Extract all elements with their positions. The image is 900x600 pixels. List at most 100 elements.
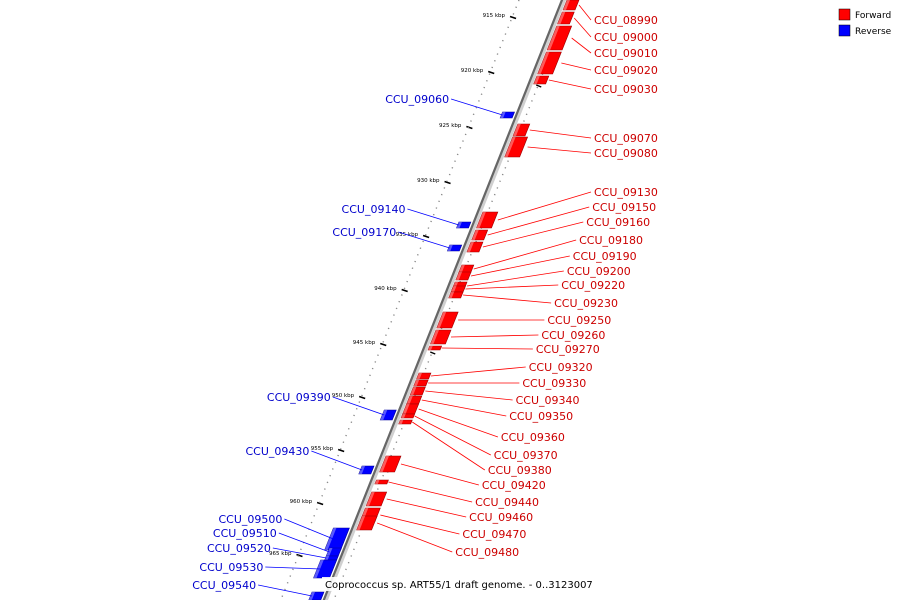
forward-gene-label[interactable]: CCU_09190 — [573, 250, 637, 263]
forward-gene-label[interactable]: CCU_09150 — [592, 201, 656, 214]
forward-gene-label[interactable]: CCU_09380 — [488, 464, 552, 477]
forward-gene[interactable] — [413, 379, 429, 387]
reverse-gene-label[interactable]: CCU_09140 — [342, 203, 406, 216]
forward-gene[interactable] — [379, 455, 402, 473]
forward-gene-label[interactable]: CCU_09200 — [567, 265, 631, 278]
forward-gene-label[interactable]: CCU_09470 — [462, 528, 526, 541]
forward-leader — [548, 79, 592, 90]
forward-gene[interactable] — [504, 136, 529, 158]
forward-leader — [466, 270, 564, 287]
reverse-gene[interactable] — [499, 111, 515, 119]
forward-gene[interactable] — [427, 345, 443, 351]
forward-gene-label[interactable]: CCU_09330 — [522, 377, 586, 390]
forward-leader — [380, 514, 460, 535]
forward-gene-label[interactable]: CCU_09230 — [554, 297, 618, 310]
tick-label: 960 kbp — [290, 499, 313, 505]
reverse-gene-label[interactable]: CCU_09060 — [385, 93, 449, 106]
forward-gene[interactable] — [398, 419, 413, 425]
forward-leader — [573, 17, 592, 38]
reverse-gene-label[interactable]: CCU_09430 — [245, 445, 309, 458]
forward-gene-label[interactable]: CCU_09440 — [475, 496, 539, 509]
forward-gene[interactable] — [448, 291, 464, 299]
reverse-leader — [284, 518, 334, 540]
backbone-line — [322, 0, 564, 600]
tick-label: 915 kbp — [483, 13, 506, 19]
forward-gene-label[interactable]: CCU_09080 — [594, 147, 658, 160]
reverse-gene-label[interactable]: CCU_09540 — [192, 579, 256, 592]
forward-gene[interactable] — [455, 271, 472, 281]
forward-gene[interactable] — [374, 479, 389, 485]
forward-gene-label[interactable]: CCU_09130 — [594, 186, 658, 199]
reverse-gene-label[interactable]: CCU_09530 — [199, 561, 263, 574]
reverse-leader — [311, 450, 363, 471]
reverse-gene-label[interactable]: CCU_09390 — [267, 391, 331, 404]
reverse-leader — [398, 231, 450, 249]
forward-leader — [482, 221, 584, 248]
forward-gene[interactable] — [533, 75, 550, 85]
forward-gene-label[interactable]: CCU_09370 — [494, 449, 558, 462]
forward-gene[interactable] — [436, 311, 459, 329]
forward-gene[interactable] — [562, 0, 580, 11]
forward-gene[interactable] — [365, 491, 388, 507]
forward-leader — [571, 37, 592, 54]
reverse-gene[interactable] — [456, 221, 472, 229]
reverse-gene[interactable] — [446, 244, 463, 252]
tick-label: 940 kbp — [374, 286, 397, 292]
forward-gene-label[interactable]: CCU_09260 — [541, 329, 605, 342]
reverse-gene[interactable] — [324, 555, 339, 561]
forward-gene[interactable] — [466, 241, 484, 253]
forward-gene-label[interactable]: CCU_09320 — [529, 361, 593, 374]
tick-mark — [422, 234, 430, 239]
reverse-leader — [265, 566, 321, 570]
forward-gene-label[interactable]: CCU_08990 — [594, 14, 658, 27]
tick-label: 920 kbp — [461, 68, 484, 74]
reverse-gene-label[interactable]: CCU_09510 — [213, 527, 277, 540]
forward-gene[interactable] — [416, 372, 432, 380]
reverse-gene-label[interactable]: CCU_09170 — [332, 226, 396, 239]
reverse-leader — [258, 584, 313, 597]
forward-gene-label[interactable]: CCU_09460 — [469, 511, 533, 524]
forward-gene[interactable] — [402, 403, 420, 415]
forward-gene[interactable] — [450, 285, 466, 293]
forward-gene-label[interactable]: CCU_09180 — [579, 234, 643, 247]
forward-gene-label[interactable]: CCU_09030 — [594, 83, 658, 96]
forward-gene[interactable] — [406, 395, 423, 405]
forward-gene-label[interactable]: CCU_09420 — [482, 479, 546, 492]
ruler-dots-left — [280, 0, 520, 600]
forward-gene[interactable] — [409, 386, 426, 396]
forward-leader — [400, 463, 479, 486]
forward-gene-label[interactable]: CCU_09160 — [586, 216, 650, 229]
forward-leader — [463, 294, 552, 304]
forward-gene-label[interactable]: CCU_09000 — [594, 31, 658, 44]
forward-gene[interactable] — [356, 515, 378, 531]
forward-gene[interactable] — [512, 123, 531, 137]
forward-gene-label[interactable]: CCU_09220 — [561, 279, 625, 292]
forward-gene[interactable] — [429, 329, 452, 345]
reverse-leader — [272, 547, 327, 559]
forward-gene-label[interactable]: CCU_09010 — [594, 47, 658, 60]
forward-gene[interactable] — [546, 25, 573, 51]
forward-leader — [421, 399, 507, 417]
forward-gene[interactable] — [537, 51, 562, 75]
tick-mark — [466, 125, 473, 130]
tick-mark — [509, 15, 517, 20]
tick-mark — [316, 501, 324, 506]
forward-gene[interactable] — [476, 211, 499, 229]
reverse-gene[interactable] — [379, 409, 397, 421]
forward-gene-label[interactable]: CCU_09360 — [501, 431, 565, 444]
reverse-leader — [278, 532, 330, 553]
forward-gene-label[interactable]: CCU_09480 — [455, 546, 519, 559]
forward-gene-label[interactable]: CCU_09270 — [536, 343, 600, 356]
gene-layer — [308, 0, 580, 600]
forward-gene[interactable] — [557, 11, 575, 25]
forward-gene-label[interactable]: CCU_09340 — [516, 394, 580, 407]
forward-gene-label[interactable]: CCU_09070 — [594, 132, 658, 145]
forward-gene-label[interactable]: CCU_09020 — [594, 64, 658, 77]
forward-gene[interactable] — [400, 413, 416, 419]
reverse-gene-label[interactable]: CCU_09520 — [207, 542, 271, 555]
forward-gene-label[interactable]: CCU_09250 — [547, 314, 611, 327]
tick-mark — [296, 553, 303, 558]
forward-gene[interactable] — [471, 229, 489, 241]
reverse-gene-label[interactable]: CCU_09500 — [218, 513, 282, 526]
forward-gene-label[interactable]: CCU_09350 — [509, 410, 573, 423]
